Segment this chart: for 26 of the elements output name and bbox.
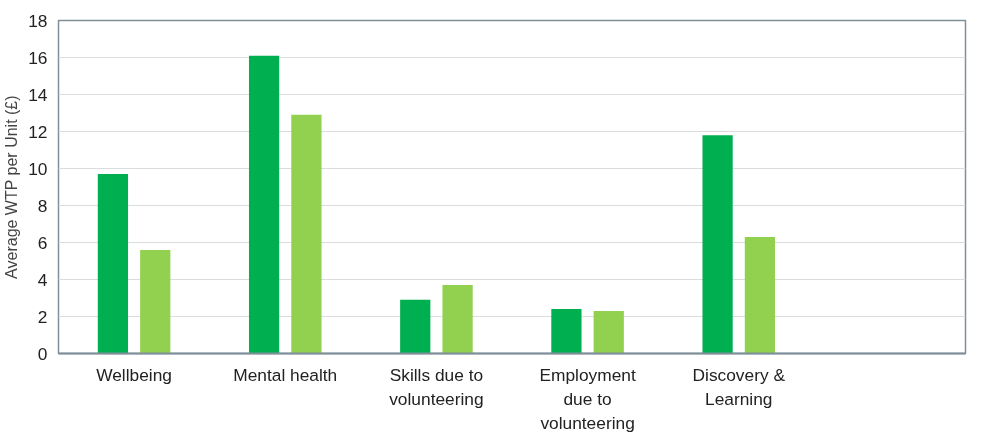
x-tick-label: Skills due to volunteering bbox=[389, 364, 484, 409]
bar bbox=[702, 135, 733, 354]
bar bbox=[248, 55, 280, 354]
y-tick-label: 16 bbox=[28, 47, 48, 68]
y-tick-label: 8 bbox=[37, 195, 48, 216]
y-tick-label: 14 bbox=[28, 84, 48, 105]
x-tick-label: Wellbeing bbox=[96, 364, 172, 385]
bar bbox=[551, 309, 582, 354]
bar bbox=[97, 174, 129, 354]
y-tick-label: 4 bbox=[37, 269, 48, 290]
x-tick-label: Mental health bbox=[233, 364, 338, 385]
y-axis-title: Average WTP per Unit (£) bbox=[3, 95, 21, 279]
y-tick-label: 12 bbox=[28, 121, 48, 142]
x-tick-label: Employment due to volunteering bbox=[539, 364, 636, 433]
bar bbox=[291, 114, 322, 354]
y-tick-label: 18 bbox=[28, 10, 48, 31]
y-tick-label: 2 bbox=[37, 306, 48, 327]
bar bbox=[442, 285, 473, 354]
bar bbox=[593, 310, 624, 354]
bar bbox=[400, 299, 431, 354]
bar bbox=[744, 236, 776, 354]
y-tick-label: 6 bbox=[37, 232, 48, 253]
y-tick-label: 0 bbox=[37, 343, 48, 364]
bar bbox=[140, 249, 171, 354]
y-tick-label: 10 bbox=[28, 158, 48, 179]
x-tick-label: Discovery & Learning bbox=[692, 364, 786, 409]
